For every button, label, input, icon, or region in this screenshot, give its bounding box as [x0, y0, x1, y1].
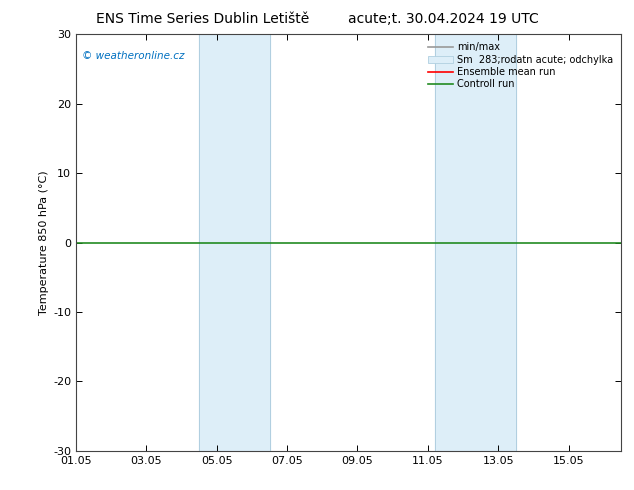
Y-axis label: Temperature 850 hPa (°C): Temperature 850 hPa (°C) — [39, 170, 49, 315]
Text: acute;t. 30.04.2024 19 UTC: acute;t. 30.04.2024 19 UTC — [349, 12, 539, 26]
Bar — [435, 34, 516, 451]
Legend: min/max, Sm  283;rodatn acute; odchylka, Ensemble mean run, Controll run: min/max, Sm 283;rodatn acute; odchylka, … — [425, 39, 616, 92]
Text: ENS Time Series Dublin Letiště: ENS Time Series Dublin Letiště — [96, 12, 309, 26]
Bar — [199, 34, 269, 451]
Text: © weatheronline.cz: © weatheronline.cz — [82, 51, 184, 61]
